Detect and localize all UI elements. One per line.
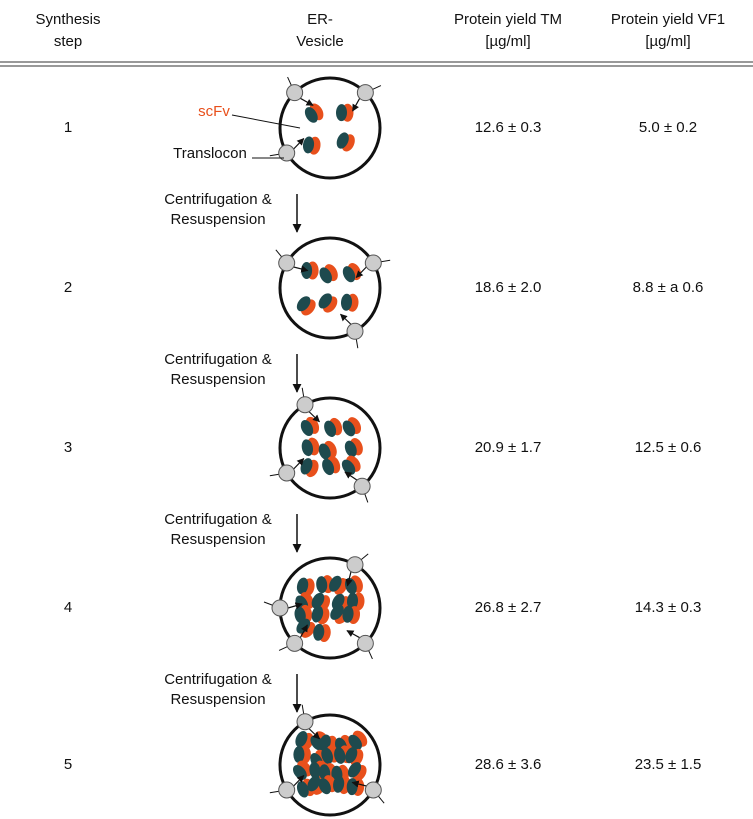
translocon bbox=[287, 85, 303, 101]
er-vesicle bbox=[264, 554, 380, 659]
transition-label: Centrifugation & bbox=[164, 511, 272, 528]
yield-tm: 12.6 ± 0.3 bbox=[475, 119, 542, 136]
translocon bbox=[354, 478, 370, 494]
column-header: ER- bbox=[307, 11, 333, 28]
transition-label: Centrifugation & bbox=[164, 671, 272, 688]
transition-label: Centrifugation & bbox=[164, 191, 272, 208]
step-number: 5 bbox=[64, 756, 72, 773]
yield-tm: 20.9 ± 1.7 bbox=[475, 439, 542, 456]
column-header: [µg/ml] bbox=[645, 33, 690, 50]
column-header: Synthesis bbox=[35, 11, 100, 28]
translocon-label: Translocon bbox=[173, 145, 247, 162]
yield-vf1: 8.8 ± a 0.6 bbox=[633, 279, 704, 296]
translocon bbox=[287, 635, 303, 651]
step-number: 4 bbox=[64, 599, 72, 616]
yield-vf1: 14.3 ± 0.3 bbox=[635, 599, 702, 616]
er-vesicle bbox=[270, 388, 380, 503]
step-number: 1 bbox=[64, 119, 72, 136]
translocon bbox=[297, 397, 313, 413]
translocon bbox=[279, 255, 295, 271]
yield-vf1: 23.5 ± 1.5 bbox=[635, 756, 702, 773]
translocon bbox=[357, 85, 373, 101]
translocon bbox=[272, 600, 288, 616]
step-number: 3 bbox=[64, 439, 72, 456]
translocon bbox=[279, 782, 295, 798]
yield-vf1: 5.0 ± 0.2 bbox=[639, 119, 697, 136]
transition-label: Resuspension bbox=[170, 691, 265, 708]
translocon bbox=[365, 255, 381, 271]
er-vesicle bbox=[270, 77, 381, 178]
translocon bbox=[279, 465, 295, 481]
scfv-label: scFv bbox=[198, 103, 230, 120]
yield-vf1: 12.5 ± 0.6 bbox=[635, 439, 702, 456]
translocon bbox=[347, 323, 363, 339]
scfv-protein bbox=[336, 104, 354, 122]
column-header: Vesicle bbox=[296, 33, 344, 50]
yield-tm: 18.6 ± 2.0 bbox=[475, 279, 542, 296]
yield-tm: 28.6 ± 3.6 bbox=[475, 756, 542, 773]
column-header: Protein yield TM bbox=[454, 11, 562, 28]
translocon bbox=[279, 145, 295, 161]
column-header: [µg/ml] bbox=[485, 33, 530, 50]
transition-label: Resuspension bbox=[170, 531, 265, 548]
transition-label: Centrifugation & bbox=[164, 351, 272, 368]
scfv-protein bbox=[301, 262, 319, 280]
translocon bbox=[347, 557, 363, 573]
figure: Synthesis step ER- Vesicle Protein yield TM [… bbox=[0, 0, 753, 819]
translocon bbox=[297, 714, 313, 730]
yield-tm: 26.8 ± 2.7 bbox=[475, 599, 542, 616]
transition-label: Resuspension bbox=[170, 371, 265, 388]
scfv-protein bbox=[346, 777, 364, 796]
transition-label: Resuspension bbox=[170, 211, 265, 228]
column-header: Protein yield VF1 bbox=[611, 11, 725, 28]
er-vesicle bbox=[276, 238, 390, 348]
translocon bbox=[365, 782, 381, 798]
translocon bbox=[357, 635, 373, 651]
column-header: step bbox=[54, 33, 82, 50]
er-vesicle bbox=[270, 705, 384, 815]
step-number: 2 bbox=[64, 279, 72, 296]
vesicle-membrane bbox=[280, 238, 380, 338]
